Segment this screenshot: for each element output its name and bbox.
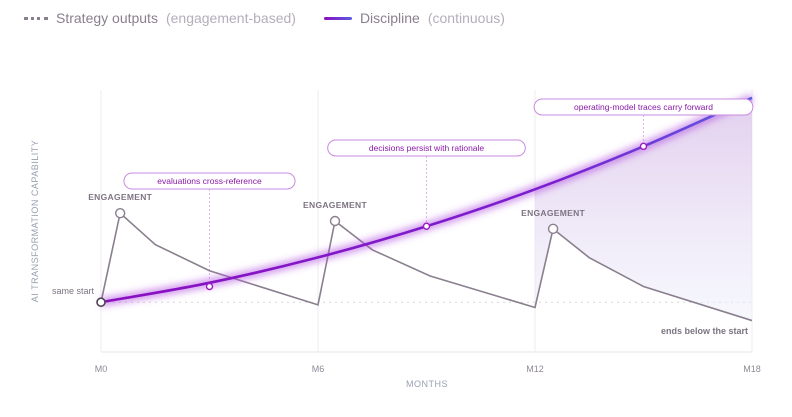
legend-strategy: Strategy outputs (engagement-based) [24,10,296,26]
start-label: same start [52,286,95,296]
gradient-line-swatch-icon [323,16,352,20]
dotted-swatch-icon [24,16,48,20]
x-tick-label: M0 [95,364,108,374]
annotation-text: decisions persist with rationale [369,143,485,153]
annotation-text: evaluations cross-reference [157,176,262,186]
engagement-peak-point [329,215,341,227]
x-tick-label: M18 [743,364,761,374]
engagement-label: ENGAGEMENT [521,208,585,218]
discipline-point [639,142,648,151]
x-tick-label: M12 [526,364,544,374]
engagement-peak-point [547,223,559,235]
annotation-text: operating-model traces carry forward [574,102,713,112]
legend-discipline-label: Discipline [359,10,420,26]
legend-strategy-label: Strategy outputs [56,10,158,26]
x-axis-label: MONTHS [406,379,448,389]
x-tick-label: M6 [312,364,325,374]
legend-discipline-note: (continuous) [427,10,505,26]
annotation-pill [533,98,754,116]
discipline-point [422,222,431,230]
legend: Strategy outputs (engagement-based) Disc… [24,10,505,26]
end-label: ends below the start [661,326,748,336]
discipline-point [205,282,214,291]
gap-area [535,97,752,321]
legend-discipline: Discipline (continuous) [323,10,505,26]
annotation-pill [327,139,526,157]
engagement-label: ENGAGEMENT [303,200,367,210]
annotation-pill [123,172,296,190]
engagement-label: ENGAGEMENT [88,192,152,202]
engagement-peak-point [114,207,126,219]
legend-strategy-note: (engagement-based) [165,10,296,26]
y-axis-label: AI TRANSFORMATION CAPABILITY [30,140,40,303]
start-point [96,297,106,308]
strategy-line [100,211,753,322]
